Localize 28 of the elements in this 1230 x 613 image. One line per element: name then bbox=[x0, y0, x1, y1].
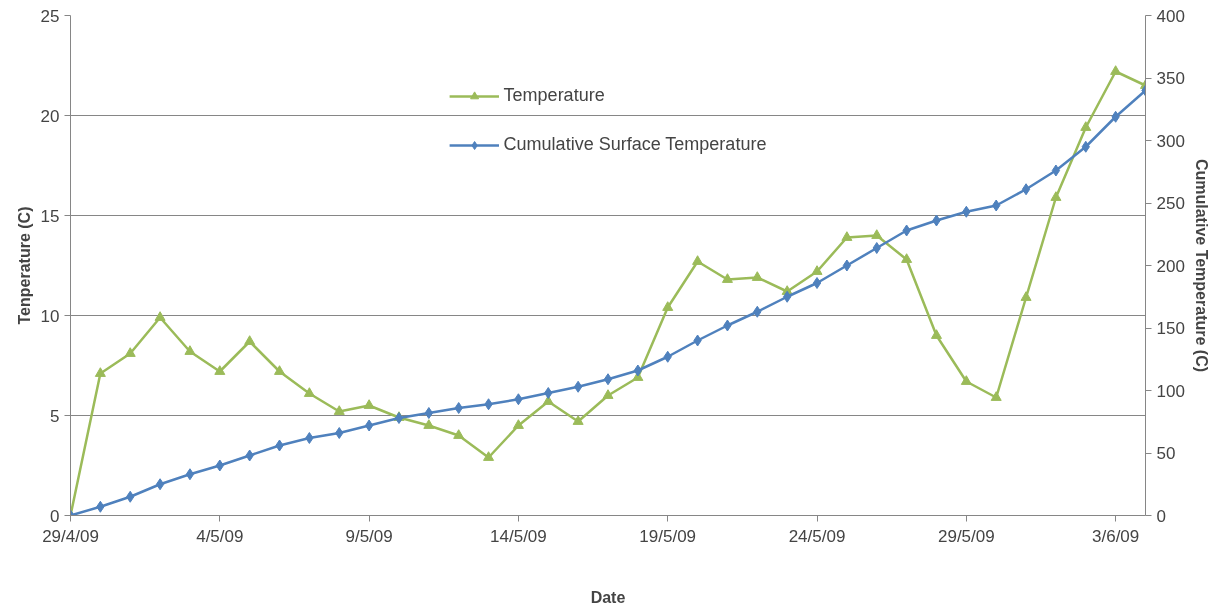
y-tick-label: 10 bbox=[40, 306, 60, 326]
y2-tick-label: 250 bbox=[1156, 194, 1185, 213]
y-axis-title: Tenperature (C) bbox=[15, 206, 33, 325]
x-tick-label: 14/5/09 bbox=[490, 526, 547, 546]
legend-label: Temperature bbox=[503, 85, 605, 106]
legend-label: Cumulative Surface Temperature bbox=[503, 134, 767, 155]
y2-tick-label: 350 bbox=[1156, 69, 1185, 88]
x-tick-label: 4/5/09 bbox=[196, 526, 244, 546]
y2-axis-title: Cumulative Temperature (C) bbox=[1192, 158, 1210, 373]
y-tick-label: 0 bbox=[50, 506, 60, 526]
x-tick-label: 9/5/09 bbox=[345, 526, 393, 546]
y2-tick-label: 50 bbox=[1156, 444, 1176, 463]
y2-tick-label: 100 bbox=[1156, 381, 1185, 401]
y-tick-label: 15 bbox=[40, 206, 60, 226]
y2-tick-label: 0 bbox=[1156, 506, 1166, 526]
x-tick-label: 3/6/09 bbox=[1092, 526, 1140, 546]
x-tick-label: 24/5/09 bbox=[788, 526, 846, 546]
y2-tick-label: 200 bbox=[1156, 256, 1185, 276]
x-tick-label: 29/5/09 bbox=[937, 526, 995, 546]
y-tick-label: 5 bbox=[50, 406, 60, 426]
x-tick-label: 29/4/09 bbox=[42, 526, 99, 546]
y2-tick-label: 300 bbox=[1156, 131, 1185, 151]
x-tick-label: 19/5/09 bbox=[639, 526, 697, 546]
y-tick-label: 25 bbox=[40, 6, 60, 26]
x-axis-title: Date bbox=[590, 588, 626, 606]
y-tick-label: 20 bbox=[40, 106, 60, 126]
y2-tick-label: 150 bbox=[1156, 319, 1185, 338]
y2-tick-label: 400 bbox=[1156, 6, 1185, 26]
